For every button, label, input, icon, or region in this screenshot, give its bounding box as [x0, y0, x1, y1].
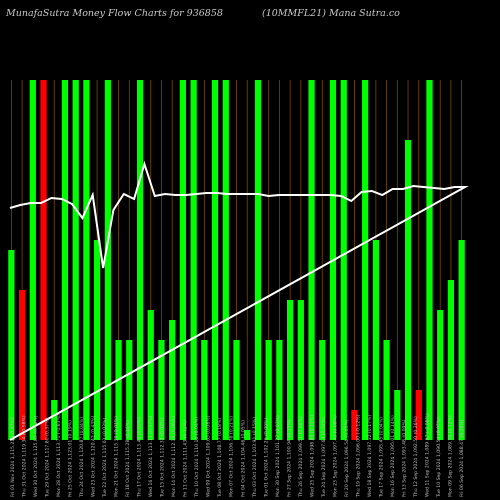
x-tick-label: Mon 23 Sep 2024 1,097.42 (0.08%) — [332, 415, 338, 497]
x-tick-label: Wed 25 Sep 2024 1,098.85 (0.11%) — [309, 415, 315, 497]
x-tick-label: Wed 23 Oct 2024 1,120.42 (0.43%) — [90, 415, 96, 497]
x-tick-label: Tue 29 Oct 2024 1,117.80 (0.37%) — [44, 418, 50, 498]
bar — [158, 340, 165, 440]
x-tick-label: Fri 04 Oct 2024 1,104.46 (0.05%) — [240, 420, 246, 497]
x-tick-label: Wed 18 Sep 2024 1,097.32 (0.17%) — [367, 415, 373, 497]
bar — [437, 310, 444, 440]
bar — [94, 240, 101, 440]
x-tick-label: Thu 17 Oct 2024 1,113.46 (0.03%) — [137, 417, 143, 498]
bar — [8, 250, 15, 440]
bar — [201, 340, 208, 440]
chart-title: MunafaSutra Money Flow Charts for 936858 — [6, 8, 223, 19]
x-tick-label: Fri 20 Sep 2024 1,096.54 (0.05%) — [344, 419, 350, 497]
x-tick-label: Mon 30 Sep 2024 1,101.27 (0.03%) — [275, 415, 281, 497]
bar — [136, 80, 144, 440]
bar — [29, 80, 36, 440]
x-tick-label: Tue 17 Sep 2024 1,095.45 (0.04%) — [379, 417, 385, 498]
x-tick-label: Thu 12 Sep 2024 1,092.50 (0.26%) — [413, 416, 419, 498]
x-tick-label: Fri 25 Oct 2024 1,123.01 (0.19%) — [67, 420, 73, 497]
x-tick-label: Tue 22 Oct 2024 1,115.61 (0.02%) — [102, 418, 108, 498]
x-tick-label: Tue 08 Oct 2024 1,108.77 (0.18%) — [217, 418, 223, 498]
x-tick-label: Thu 26 Sep 2024 1,099.51 (0.06%) — [298, 416, 304, 498]
bar — [362, 80, 369, 440]
x-tick-label: Wed 30 Oct 2024 1,125.85 (0.72%) — [33, 415, 39, 497]
bar — [254, 80, 262, 440]
bar — [351, 410, 358, 440]
x-tick-label: Wed 11 Sep 2024 1,089.67 (-0.08%) — [425, 413, 431, 497]
x-tick-label: Mon 14 Oct 2024 1,112.10 (0.06%) — [171, 416, 177, 497]
x-tick-label: Mon 09 Sep 2024 1,089.78 (0.12%) — [448, 415, 454, 497]
x-tick-label: Mon 28 Oct 2024 1,113.71 (-0.83%) — [56, 414, 62, 497]
x-tick-label: Mon 16 Sep 2024 1,095.01 (0.14%) — [390, 415, 396, 497]
bar — [415, 390, 422, 440]
x-tick-label: Thu 03 Oct 2024 1,103.91 (0.15%) — [252, 417, 258, 498]
bar — [458, 240, 465, 440]
x-tick-label: Mon 07 Oct 2024 1,106.78 (0.21%) — [229, 416, 235, 497]
bar — [83, 80, 90, 440]
bar — [308, 80, 315, 440]
bar — [383, 340, 390, 440]
x-tick-label: Fri 13 Sep 2024 1,093.48 (0.09%) — [402, 419, 408, 497]
bar — [447, 280, 455, 440]
x-tick-label: Fri 11 Oct 2024 1,111.43 (0.12%) — [183, 420, 189, 497]
bar — [72, 80, 79, 440]
bar — [61, 80, 69, 440]
bar — [319, 340, 326, 440]
x-tick-label: Thu 19 Sep 2024 1,096.00 (-0.12%) — [356, 414, 362, 498]
bar — [297, 300, 304, 440]
money-flow-line — [9, 160, 469, 441]
x-tick-label: Wed 16 Oct 2024 1,113.11 (0.07%) — [148, 415, 154, 497]
chart-title-symbol: (10MMFL21) Mana Sutra.co — [262, 8, 400, 19]
bar — [169, 320, 176, 440]
x-tick-label: Fri 27 Sep 2024 1,100.94 (0.13%) — [286, 419, 292, 497]
x-tick-label: Fri 18 Oct 2024 1,115.28 (0.16%) — [125, 420, 131, 497]
x-tick-label: Wed 09 Oct 2024 1,109.65 (0.08%) — [206, 415, 212, 497]
bar — [115, 340, 122, 440]
bar — [18, 290, 26, 440]
bar — [126, 340, 133, 440]
x-axis-labels: Fri 01 Nov 2024 1,115.21 (-0.37%) Thu 31 … — [10, 413, 465, 498]
x-tick-label: Fri 06 Sep 2024 1,088.47 (0.10%) — [459, 419, 465, 497]
bar — [179, 80, 187, 440]
bar — [265, 340, 272, 440]
bar — [51, 400, 58, 440]
bar — [147, 310, 154, 440]
bar — [244, 430, 251, 440]
bar — [404, 140, 412, 440]
bar — [340, 80, 347, 440]
bar — [40, 80, 47, 440]
x-tick-label: Thu 31 Oct 2024 1,119.34 (-0.58%) — [21, 415, 27, 498]
bar — [233, 340, 240, 440]
bar — [394, 390, 401, 440]
x-tick-label: Tue 10 Sep 2024 1,090.54 (0.07%) — [436, 417, 442, 498]
bar — [426, 80, 433, 440]
x-tick-label: Tue 15 Oct 2024 1,112.32 (0.02%) — [160, 418, 166, 498]
bar — [222, 80, 229, 440]
bar — [104, 80, 111, 440]
bar — [211, 80, 219, 440]
bar — [286, 300, 294, 440]
x-tick-label: Fri 01 Nov 2024 1,115.21 (-0.37%) — [10, 417, 16, 497]
x-tick-label: Thu 24 Oct 2024 1,120.87 (0.04%) — [79, 417, 85, 498]
x-tick-label: Mon 21 Oct 2024 1,115.39 (0.01%) — [113, 416, 119, 497]
bar — [372, 240, 379, 440]
bar — [190, 80, 197, 440]
x-tick-label: Thu 10 Oct 2024 1,110.10 (0.04%) — [194, 417, 200, 498]
x-tick-label: Tue 01 Oct 2024 1,102.26 (0.09%) — [263, 418, 269, 498]
x-tick-label: Tue 24 Sep 2024 1,097.64 (0.02%) — [321, 417, 327, 498]
bar — [276, 340, 283, 440]
